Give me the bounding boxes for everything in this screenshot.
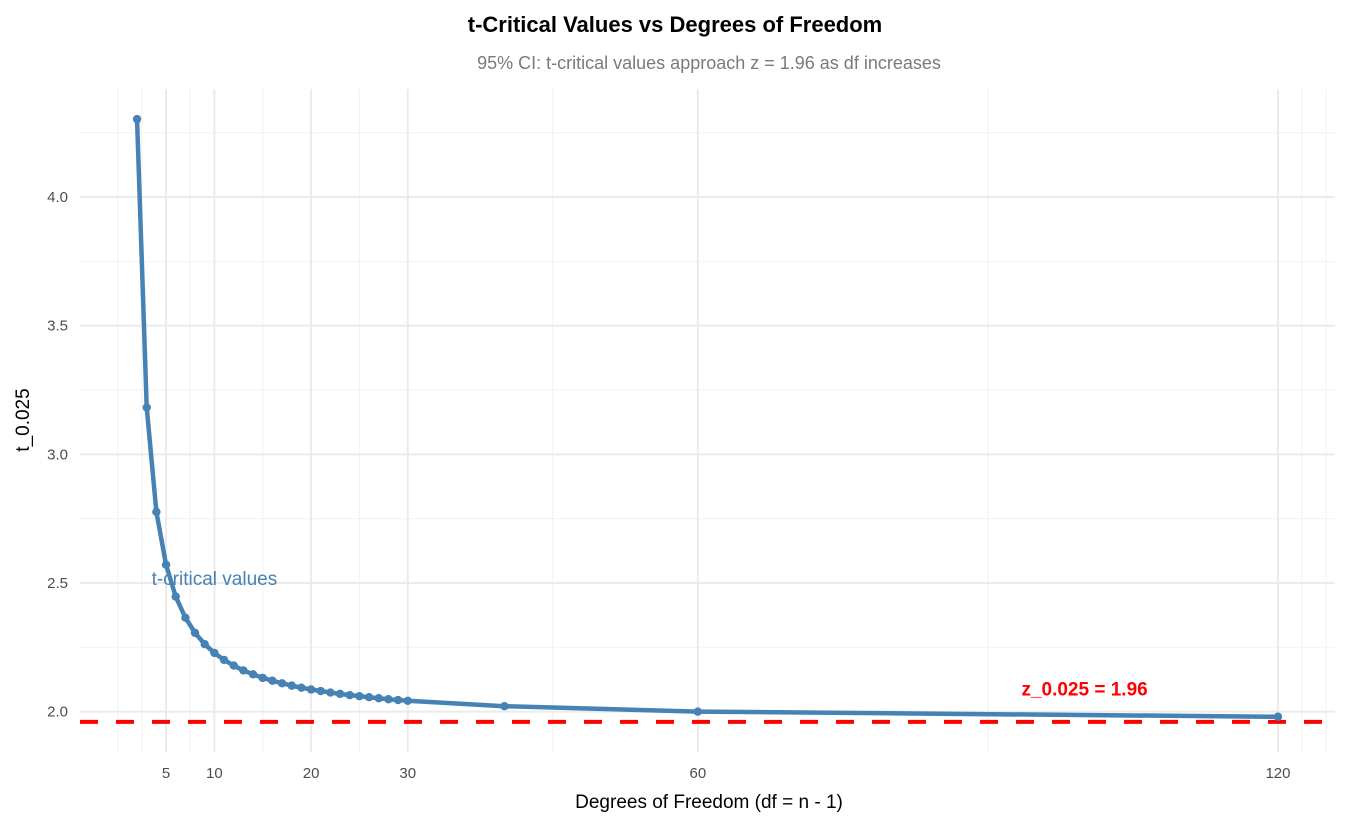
data-point — [297, 683, 306, 692]
data-point — [210, 648, 219, 658]
data-point — [181, 613, 190, 622]
data-point — [287, 681, 296, 690]
y-axis-ticks: 2.0 2.5 3.0 3.5 4.0 — [47, 189, 68, 721]
series-annotation: t-critical values — [152, 569, 278, 590]
y-tick-label: 2.0 — [47, 704, 68, 721]
data-point — [306, 685, 316, 694]
data-point — [132, 114, 142, 124]
x-axis-ticks: 5 10 20 30 60 120 — [162, 765, 1291, 782]
data-point — [1273, 712, 1283, 721]
y-tick-label: 4.0 — [47, 189, 68, 206]
data-point — [229, 661, 238, 670]
data-point — [403, 696, 412, 706]
data-point — [268, 676, 277, 685]
chart-subtitle: 95% CI: t-critical values approach z = 1… — [477, 53, 941, 73]
data-point — [277, 679, 287, 688]
x-tick-label: 60 — [689, 765, 706, 782]
series-line — [134, 119, 1278, 720]
data-point — [364, 693, 374, 702]
x-tick-label: 30 — [399, 765, 416, 782]
data-point — [161, 560, 171, 569]
data-point — [374, 694, 383, 703]
data-point — [219, 655, 229, 665]
x-axis-label: Degrees of Freedom (df = n - 1) — [575, 792, 843, 813]
data-point — [239, 666, 248, 675]
gridlines — [80, 89, 1335, 752]
data-point — [152, 507, 161, 517]
data-point — [384, 695, 393, 704]
data-point — [142, 403, 151, 412]
x-tick-label: 5 — [162, 765, 170, 782]
data-point — [200, 640, 209, 649]
plot-marks: t-critical values z_0.025 = 1.96 — [80, 114, 1335, 724]
data-point — [258, 673, 267, 683]
data-point — [693, 707, 703, 716]
data-point — [335, 689, 345, 699]
y-axis-label: t_0.025 — [13, 388, 34, 451]
x-tick-label: 20 — [303, 765, 320, 782]
x-tick-label: 10 — [206, 765, 223, 782]
y-tick-label: 2.5 — [47, 575, 68, 592]
data-point — [171, 592, 180, 601]
data-point — [248, 670, 258, 679]
data-point — [345, 690, 354, 700]
data-point — [316, 686, 325, 696]
data-point — [393, 695, 403, 705]
data-point — [190, 628, 200, 638]
y-tick-label: 3.5 — [47, 318, 68, 335]
data-point — [500, 702, 509, 711]
z-annotation: z_0.025 = 1.96 — [1021, 679, 1147, 700]
x-tick-label: 120 — [1265, 765, 1290, 782]
data-point — [326, 688, 335, 697]
data-point — [355, 691, 364, 701]
y-tick-label: 3.0 — [47, 446, 68, 463]
chart-title: t-Critical Values vs Degrees of Freedom — [468, 12, 883, 37]
